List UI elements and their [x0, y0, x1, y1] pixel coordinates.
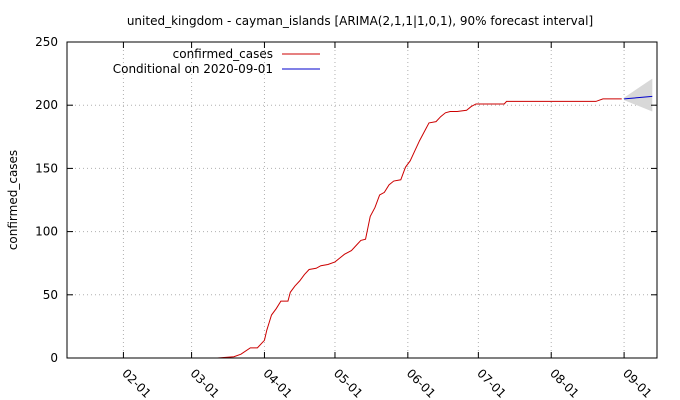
- x-tick-label: 09-01: [620, 366, 655, 400]
- chart-title: united_kingdom - cayman_islands [ARIMA(2…: [127, 14, 593, 28]
- y-tick-label: 50: [43, 288, 58, 302]
- y-tick-label: 250: [35, 35, 58, 49]
- series-line-0: [217, 98, 622, 359]
- y-tick-label: 100: [35, 225, 58, 239]
- y-axis-label: confirmed_cases: [6, 150, 20, 250]
- x-tick-label: 02-01: [119, 366, 154, 400]
- x-tick-label: 04-01: [260, 366, 295, 400]
- x-tick-label: 07-01: [474, 366, 509, 400]
- forecast-interval-area: [624, 78, 653, 112]
- grid-lines: [67, 42, 657, 358]
- series-lines: [217, 95, 653, 359]
- series-line-1: [624, 95, 653, 100]
- plot-frame: [66, 41, 658, 359]
- x-tick-label: 05-01: [331, 366, 366, 400]
- y-tick-label: 150: [35, 161, 58, 175]
- axis-ticks: 0 50 100 150 200 250 02-01 03-01 04-01 05-01 06-01…: [35, 35, 657, 400]
- x-tick-label: 08-01: [547, 366, 582, 400]
- legend-label-1: Conditional on 2020-09-01: [113, 62, 273, 76]
- forecast-interval-band: [624, 78, 653, 112]
- legend-label-0: confirmed_cases: [173, 47, 273, 61]
- y-tick-label: 200: [35, 98, 58, 112]
- x-tick-label: 03-01: [187, 366, 222, 400]
- y-tick-label: 0: [50, 351, 58, 365]
- x-tick-label: 06-01: [404, 366, 439, 400]
